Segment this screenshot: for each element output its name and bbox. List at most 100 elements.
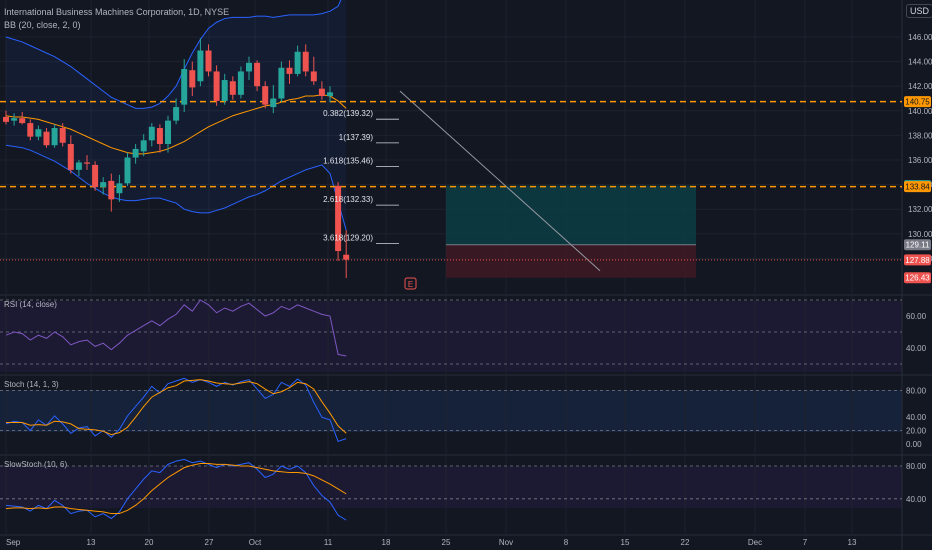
price-badge [904,96,931,108]
time-tick-label: 13 [87,538,96,547]
candle-body [100,182,107,188]
candle-body [124,157,131,184]
time-tick-label: 7 [803,538,808,547]
fib-level-label: 2.618(132.33) [323,195,373,204]
candle-body [84,162,90,164]
stoch-pane-label[interactable]: Stoch (14, 1, 3) [4,380,59,389]
bb-upper-line [5,0,342,109]
candle-body [278,67,285,99]
candle-body [51,128,58,146]
slowstoch-tick-label: 80.00 [906,462,927,471]
stoch-tick-label: 0.00 [906,440,922,449]
symbol-title[interactable]: International Business Machines Corporat… [4,7,230,17]
price-tick-label: 130.00 [908,230,932,239]
candle-body [189,70,196,88]
candle-body [197,50,204,82]
candle-body [67,144,74,170]
slowstoch-d-line [5,463,347,515]
price-tick-label: 136.00 [908,156,932,165]
price-badge-label: 126.43 [905,274,930,283]
time-tick-label: Sep [6,538,21,547]
fib-level-label: 0.382(139.32) [323,109,373,118]
candle-body [310,71,317,82]
currency-button[interactable]: USD [906,4,932,18]
candle-body [343,254,350,260]
candle-body [246,62,252,72]
stoch-band-bg [0,390,902,432]
candle-body [270,98,277,108]
candle-body [254,62,261,87]
candle-body [92,164,99,188]
candle-body [286,67,293,74]
candle-body [205,50,212,72]
candle-body [294,51,301,74]
candle-body [132,148,139,158]
price-badge-label: 133.84 [905,183,930,192]
candle-body [19,118,26,124]
price-badge [904,239,931,251]
time-tick-label: Oct [249,538,262,547]
candle-body [327,92,333,97]
rsi-pane-label[interactable]: RSI (14, close) [4,300,57,309]
time-tick-label: 13 [848,538,857,547]
time-tick-label: Nov [499,538,513,547]
time-tick-label: 22 [681,538,690,547]
time-tick-label: 15 [621,538,630,547]
time-tick-label: 20 [145,538,154,547]
price-tick-label: 140.00 [908,107,932,116]
rsi-line [5,299,347,357]
candle-body [237,71,244,95]
price-tick-label: 142.00 [908,82,932,91]
candle-body [335,185,342,252]
time-tick-label: Dec [748,538,762,547]
candle-body [140,140,147,152]
fib-level-label: 3.618(129.20) [323,234,373,243]
bb-indicator-label[interactable]: BB (20, close, 2, 0) [4,20,81,30]
stoch-tick-label: 40.00 [906,413,927,422]
candle-body [318,88,325,97]
candle-body [302,51,309,72]
earnings-marker [404,277,417,290]
candle-body [173,107,180,121]
profit-zone [446,185,696,245]
fib-level-label: 1.618(135.46) [323,157,373,166]
candle-body [165,120,171,145]
time-tick-label: 18 [382,538,391,547]
candle-body [3,116,9,122]
candle-body [108,180,115,200]
chart-header: International Business Machines Corporat… [4,6,229,32]
candle-body [181,68,188,105]
candle-body [11,118,18,121]
candle-body [262,86,269,105]
price-badge [904,181,931,193]
loss-zone [446,244,696,278]
fib-level-label: 1(137.39) [339,133,374,142]
candle-body [75,162,82,170]
price-tick-label: 132.00 [908,205,932,214]
candle-body [35,129,42,137]
candle-body [27,123,34,137]
price-tick-label: 144.00 [908,58,932,67]
earnings-marker-label: E [408,280,413,289]
slowstoch-band-bg [0,466,902,508]
time-tick-label: 25 [442,538,451,547]
slowstoch-pane-label[interactable]: SlowStoch (10, 6) [4,460,68,469]
price-badge-label: 140.75 [905,98,930,107]
candle-body [229,81,236,95]
time-tick-label: 27 [205,538,214,547]
stoch-k-line [5,377,347,442]
stoch-d-line [6,379,347,436]
stoch-tick-label: 80.00 [906,386,927,395]
price-badge-label: 127.88 [905,256,930,265]
rsi-pane-bg [0,301,902,372]
time-tick-label: 11 [324,538,333,547]
candle-body [116,183,123,194]
candle-body [213,71,220,101]
candle-body [148,126,155,141]
trend-line [399,90,601,272]
slowstoch-tick-label: 40.00 [906,495,927,504]
price-tick-label: 146.00 [908,33,932,42]
rsi-tick-label: 60.00 [906,312,927,321]
time-tick-label: 8 [564,538,569,547]
